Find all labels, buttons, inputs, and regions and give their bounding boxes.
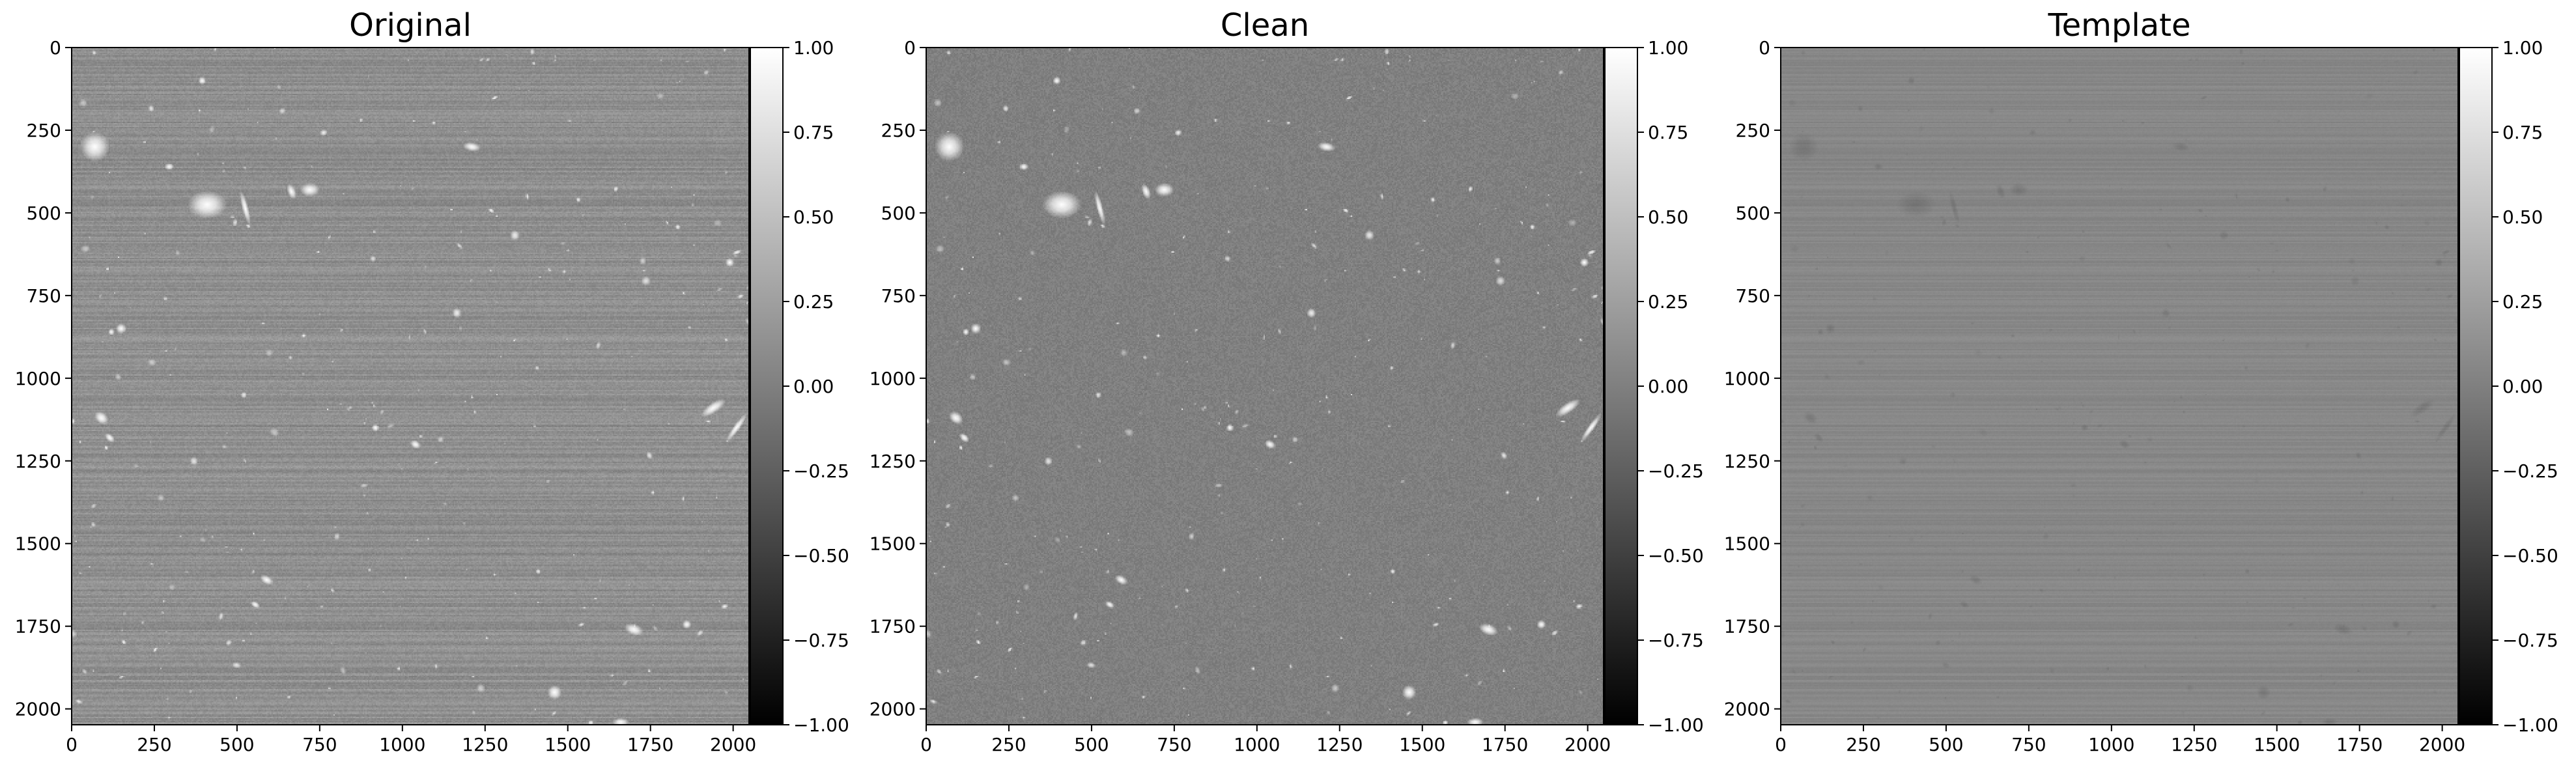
colorbar-tick-label: 0.50 (793, 206, 834, 228)
colorbar-tick-label: −0.25 (793, 460, 849, 482)
x-tick-label: 1000 (2088, 734, 2134, 755)
colorbar-tick-label: 0.00 (2502, 376, 2543, 397)
x-tick-label: 1500 (2254, 734, 2300, 755)
colorbar-tick-label: −1.00 (793, 714, 849, 736)
y-tick-label: 0 (50, 37, 61, 59)
colorbar-tick-label: 0.00 (793, 376, 834, 397)
y-tick-label: 1250 (15, 451, 61, 472)
y-tick-label: 1500 (870, 533, 916, 555)
image-plot (926, 48, 1604, 725)
colorbar-tick-label: −0.25 (1648, 460, 1704, 482)
colorbar (2459, 47, 2493, 725)
colorbar-tick-label: −1.00 (1648, 714, 1704, 736)
x-tick-label: 250 (991, 734, 1026, 755)
colorbar-tick-label: −0.75 (793, 630, 849, 651)
x-tick-label: 1250 (1316, 734, 1363, 755)
y-tick-label: 1750 (15, 616, 61, 638)
y-tick-label: 2000 (15, 699, 61, 720)
y-tick-label: 250 (1736, 120, 1770, 141)
y-tick-label: 1000 (15, 368, 61, 389)
x-tick-label: 0 (66, 734, 78, 755)
y-tick-label: 250 (27, 120, 61, 141)
y-tick-label: 750 (1736, 285, 1770, 307)
x-tick-label: 250 (137, 734, 171, 755)
y-tick-label: 1250 (1724, 451, 1770, 472)
y-tick-label: 1500 (15, 533, 61, 555)
x-tick-label: 0 (920, 734, 932, 755)
y-tick-label: 500 (881, 203, 916, 224)
y-tick-label: 250 (881, 120, 916, 141)
axes-frame (71, 47, 750, 725)
y-tick-label: 750 (27, 285, 61, 307)
x-tick-label: 500 (219, 734, 254, 755)
panel-title: Clean (1221, 7, 1309, 44)
x-tick-label: 0 (1775, 734, 1787, 755)
colorbar-tick-label: −0.50 (793, 545, 849, 567)
x-tick-label: 2000 (710, 734, 756, 755)
colorbar-tick-label: −0.50 (1648, 545, 1704, 567)
colorbar-tick-label: −0.25 (2502, 460, 2558, 482)
image-plot (72, 48, 749, 725)
y-tick-label: 750 (881, 285, 916, 307)
x-tick-label: 1750 (1482, 734, 1528, 755)
y-tick-label: 1750 (870, 616, 916, 638)
x-tick-label: 1000 (379, 734, 425, 755)
x-tick-label: 750 (302, 734, 337, 755)
colorbar-tick-label: 1.00 (2502, 37, 2543, 59)
x-tick-label: 2000 (2419, 734, 2465, 755)
x-tick-label: 1750 (2336, 734, 2383, 755)
x-tick-label: 1250 (2171, 734, 2217, 755)
colorbar-tick-label: 0.75 (1648, 122, 1688, 143)
y-tick-label: 1000 (1724, 368, 1770, 389)
colorbar-tick-label: 0.75 (793, 122, 834, 143)
x-tick-label: 500 (1074, 734, 1109, 755)
y-tick-label: 500 (1736, 203, 1770, 224)
colorbar-tick-label: −0.50 (2502, 545, 2558, 567)
x-tick-label: 1250 (462, 734, 508, 755)
y-tick-label: 1750 (1724, 616, 1770, 638)
x-tick-label: 1500 (545, 734, 591, 755)
x-tick-label: 500 (1929, 734, 1963, 755)
colorbar (1604, 47, 1638, 725)
y-tick-label: 500 (27, 203, 61, 224)
y-tick-label: 1000 (870, 368, 916, 389)
colorbar-tick-label: −0.75 (2502, 630, 2558, 651)
y-tick-label: 2000 (1724, 699, 1770, 720)
y-tick-label: 1250 (870, 451, 916, 472)
colorbar-tick-label: 0.50 (2502, 206, 2543, 228)
axes-frame (926, 47, 1604, 725)
image-plot (1781, 48, 2458, 725)
colorbar-tick-label: 0.25 (2502, 291, 2543, 313)
x-tick-label: 1000 (1234, 734, 1280, 755)
colorbar-tick-label: 0.75 (2502, 122, 2543, 143)
axes-frame (1780, 47, 2459, 725)
x-tick-label: 1750 (627, 734, 673, 755)
colorbar-tick-label: 1.00 (1648, 37, 1688, 59)
x-tick-label: 2000 (1564, 734, 1611, 755)
colorbar-tick-label: 0.50 (1648, 206, 1688, 228)
colorbar-tick-label: 0.25 (793, 291, 834, 313)
y-tick-label: 0 (904, 37, 916, 59)
colorbar-tick-label: 0.25 (1648, 291, 1688, 313)
panel-title: Template (2047, 7, 2190, 44)
colorbar-tick-label: 1.00 (793, 37, 834, 59)
x-tick-label: 250 (1846, 734, 1880, 755)
x-tick-label: 1500 (1399, 734, 1445, 755)
colorbar-tick-label: 0.00 (1648, 376, 1688, 397)
y-tick-label: 1500 (1724, 533, 1770, 555)
colorbar (750, 47, 784, 725)
y-tick-label: 0 (1759, 37, 1770, 59)
x-tick-label: 750 (1157, 734, 1191, 755)
colorbar-tick-label: −1.00 (2502, 714, 2558, 736)
colorbar-tick-label: −0.75 (1648, 630, 1704, 651)
x-tick-label: 750 (2011, 734, 2046, 755)
y-tick-label: 2000 (870, 699, 916, 720)
panel-title: Original (349, 7, 472, 44)
